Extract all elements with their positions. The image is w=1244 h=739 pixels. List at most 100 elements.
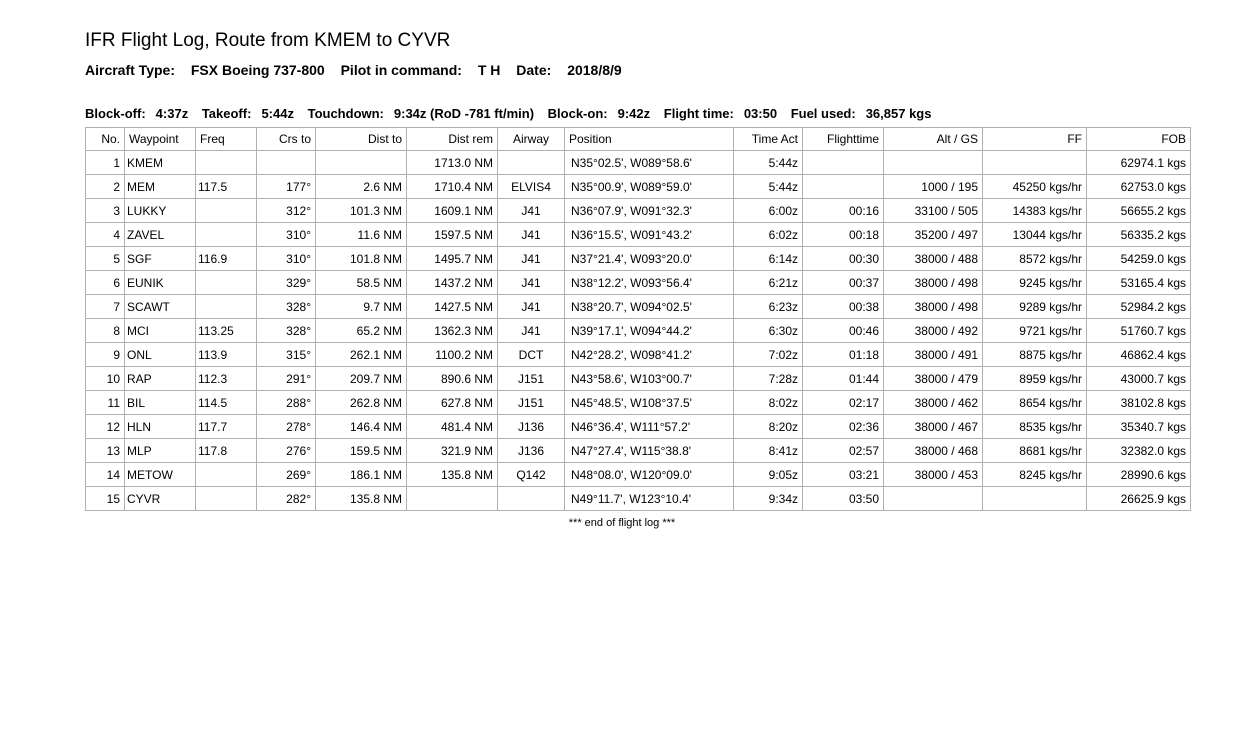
table-body: 1KMEM1713.0 NMN35°02.5', W089°58.6'5:44z… — [86, 151, 1191, 511]
subtitle-line: Aircraft Type: FSX Boeing 737-800 Pilot … — [85, 62, 1159, 78]
cell-wp: MCI — [125, 319, 196, 343]
cell-wp: MLP — [125, 439, 196, 463]
cell-time: 8:02z — [734, 391, 803, 415]
cell-wp: HLN — [125, 415, 196, 439]
cell-pos: N42°28.2', W098°41.2' — [565, 343, 734, 367]
cell-no: 13 — [86, 439, 125, 463]
cell-dist: 101.3 NM — [316, 199, 407, 223]
cell-fob: 56335.2 kgs — [1087, 223, 1191, 247]
cell-no: 14 — [86, 463, 125, 487]
cell-ff: 8875 kgs/hr — [983, 343, 1087, 367]
cell-dist: 209.7 NM — [316, 367, 407, 391]
cell-rem: 627.8 NM — [407, 391, 498, 415]
footer-text: *** end of flight log *** — [85, 517, 1159, 529]
cell-crs: 315° — [257, 343, 316, 367]
cell-aw: ELVIS4 — [498, 175, 565, 199]
flighttime-label: Flight time: — [664, 106, 734, 121]
cell-crs: 282° — [257, 487, 316, 511]
cell-ft: 00:37 — [803, 271, 884, 295]
cell-pos: N47°27.4', W115°38.8' — [565, 439, 734, 463]
cell-ff: 9289 kgs/hr — [983, 295, 1087, 319]
cell-ft: 00:30 — [803, 247, 884, 271]
cell-dist — [316, 151, 407, 175]
block-line: Block-off:4:37z Takeoff:5:44z Touchdown:… — [85, 106, 1159, 121]
cell-freq — [196, 295, 257, 319]
cell-dist: 65.2 NM — [316, 319, 407, 343]
col-fob: FOB — [1087, 128, 1191, 151]
cell-wp: SGF — [125, 247, 196, 271]
cell-freq — [196, 151, 257, 175]
cell-no: 9 — [86, 343, 125, 367]
cell-rem: 1437.2 NM — [407, 271, 498, 295]
cell-time: 6:00z — [734, 199, 803, 223]
table-row: 3LUKKY312°101.3 NM1609.1 NMJ41N36°07.9',… — [86, 199, 1191, 223]
cell-aw: J136 — [498, 415, 565, 439]
aircraft-value: FSX Boeing 737-800 — [191, 62, 325, 78]
col-rem: Dist rem — [407, 128, 498, 151]
cell-time: 7:02z — [734, 343, 803, 367]
cell-crs: 329° — [257, 271, 316, 295]
cell-crs: 310° — [257, 223, 316, 247]
cell-freq — [196, 223, 257, 247]
cell-pos: N45°48.5', W108°37.5' — [565, 391, 734, 415]
cell-ff: 8654 kgs/hr — [983, 391, 1087, 415]
takeoff-value: 5:44z — [261, 106, 294, 121]
cell-dist: 135.8 NM — [316, 487, 407, 511]
col-altgs: Alt / GS — [884, 128, 983, 151]
cell-wp: LUKKY — [125, 199, 196, 223]
cell-crs: 288° — [257, 391, 316, 415]
cell-wp: ONL — [125, 343, 196, 367]
cell-rem: 1609.1 NM — [407, 199, 498, 223]
table-row: 14METOW269°186.1 NM135.8 NMQ142N48°08.0'… — [86, 463, 1191, 487]
cell-fob: 35340.7 kgs — [1087, 415, 1191, 439]
cell-ft: 02:57 — [803, 439, 884, 463]
cell-freq — [196, 271, 257, 295]
cell-wp: BIL — [125, 391, 196, 415]
cell-time: 6:30z — [734, 319, 803, 343]
cell-fob: 52984.2 kgs — [1087, 295, 1191, 319]
cell-crs: 269° — [257, 463, 316, 487]
cell-crs: 177° — [257, 175, 316, 199]
cell-fob: 51760.7 kgs — [1087, 319, 1191, 343]
table-row: 6EUNIK329°58.5 NM1437.2 NMJ41N38°12.2', … — [86, 271, 1191, 295]
cell-aw: J151 — [498, 367, 565, 391]
cell-ff: 14383 kgs/hr — [983, 199, 1087, 223]
cell-alt: 1000 / 195 — [884, 175, 983, 199]
cell-ff: 45250 kgs/hr — [983, 175, 1087, 199]
cell-dist: 262.8 NM — [316, 391, 407, 415]
table-header-row: No. Waypoint Freq Crs to Dist to Dist re… — [86, 128, 1191, 151]
cell-alt: 38000 / 462 — [884, 391, 983, 415]
cell-alt: 38000 / 453 — [884, 463, 983, 487]
cell-wp: CYVR — [125, 487, 196, 511]
cell-aw: J41 — [498, 271, 565, 295]
cell-ff — [983, 487, 1087, 511]
cell-dist: 101.8 NM — [316, 247, 407, 271]
cell-alt: 38000 / 492 — [884, 319, 983, 343]
cell-time: 8:41z — [734, 439, 803, 463]
col-timeact: Time Act — [734, 128, 803, 151]
cell-dist: 262.1 NM — [316, 343, 407, 367]
blockon-label: Block-on: — [548, 106, 608, 121]
cell-pos: N39°17.1', W094°44.2' — [565, 319, 734, 343]
page-title: IFR Flight Log, Route from KMEM to CYVR — [85, 30, 1159, 52]
cell-alt: 38000 / 488 — [884, 247, 983, 271]
cell-alt: 38000 / 498 — [884, 295, 983, 319]
cell-no: 11 — [86, 391, 125, 415]
cell-aw: J41 — [498, 199, 565, 223]
cell-ff: 8572 kgs/hr — [983, 247, 1087, 271]
cell-wp: METOW — [125, 463, 196, 487]
cell-alt — [884, 487, 983, 511]
cell-aw: J41 — [498, 319, 565, 343]
cell-fob: 62974.1 kgs — [1087, 151, 1191, 175]
cell-wp: ZAVEL — [125, 223, 196, 247]
cell-pos: N49°11.7', W123°10.4' — [565, 487, 734, 511]
touchdown-label: Touchdown: — [308, 106, 384, 121]
cell-rem: 481.4 NM — [407, 415, 498, 439]
cell-no: 15 — [86, 487, 125, 511]
cell-dist: 186.1 NM — [316, 463, 407, 487]
cell-crs: 328° — [257, 319, 316, 343]
cell-time: 6:14z — [734, 247, 803, 271]
cell-ft: 00:16 — [803, 199, 884, 223]
table-row: 8MCI113.25328°65.2 NM1362.3 NMJ41N39°17.… — [86, 319, 1191, 343]
cell-ff: 8535 kgs/hr — [983, 415, 1087, 439]
